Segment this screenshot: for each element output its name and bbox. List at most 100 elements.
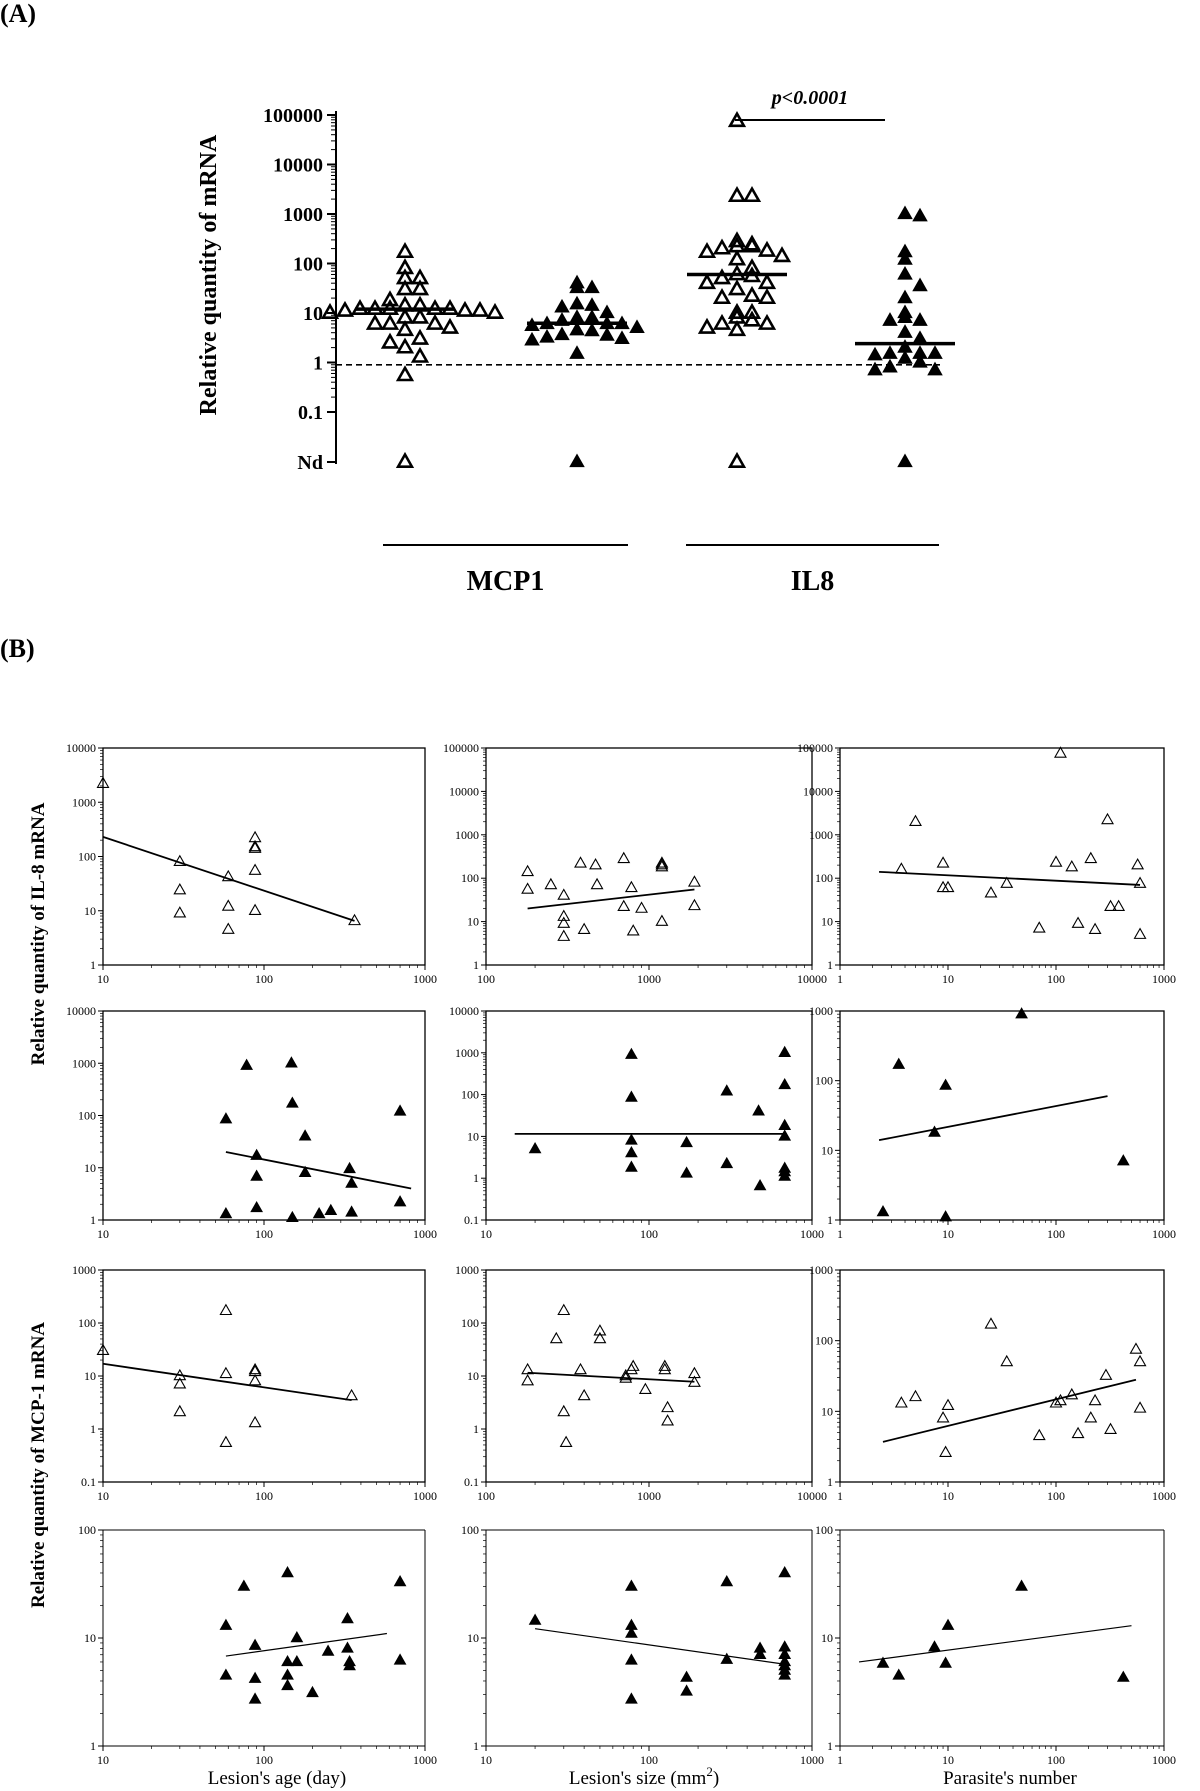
subplot-point	[655, 914, 669, 926]
panel-a-point	[569, 295, 585, 310]
subplot-y-tick-label: 100	[461, 871, 479, 885]
subplot-y-tick-label: 10	[821, 1631, 833, 1645]
subplot-point	[343, 1161, 356, 1174]
panel-a-point	[539, 328, 555, 343]
subplot-point	[1133, 927, 1147, 939]
subplot-x-tick-label: 100	[477, 972, 495, 986]
panel-a-point	[912, 312, 928, 326]
panel-a-point	[410, 307, 430, 324]
panel-a-point	[742, 236, 762, 253]
subplot-point	[1088, 922, 1102, 934]
subplot-point	[521, 882, 535, 894]
panel-a-y-tick-label: 100000	[263, 105, 323, 127]
panel-a-point	[569, 321, 585, 336]
subplot-point	[1084, 851, 1098, 864]
subplot-point	[221, 899, 235, 911]
panel-b-subplot-3: 1 10 100 1000 10000 100000 1 10 100 1000	[797, 741, 1176, 986]
panel-a-y-tick-label: 10000	[273, 155, 323, 177]
subplot-point	[778, 1668, 792, 1680]
subplot-y-tick-label: 100	[815, 871, 833, 885]
subplot-point	[661, 1414, 675, 1426]
subplot-point	[1104, 1422, 1118, 1434]
subplot-point	[720, 1574, 734, 1587]
subplot-point	[557, 1404, 571, 1417]
subplot-point	[1015, 1579, 1028, 1591]
panel-a-point	[697, 273, 717, 290]
panel-a-point	[335, 300, 355, 317]
subplot-point	[312, 1207, 326, 1219]
subplot-point	[658, 1359, 672, 1371]
subplot-point	[281, 1565, 294, 1578]
subplot-fit-line	[858, 1625, 1132, 1663]
subplot-y-tick-label: 10	[467, 1369, 479, 1383]
subplot-y-tick-label: 100	[461, 1088, 479, 1102]
subplot-point	[1116, 1154, 1130, 1166]
panel-a-y-tick-label: 100	[293, 254, 323, 276]
subplot-point	[341, 1611, 354, 1624]
subplot-point	[559, 1435, 573, 1448]
xlabel-age: Lesion's age (day)	[208, 1768, 346, 1789]
panel-a-point	[882, 358, 898, 373]
subplot-point	[625, 1133, 638, 1145]
panel-a-point	[320, 302, 340, 319]
subplot-point	[909, 1389, 922, 1402]
subplot-x-tick-label: 1	[837, 1227, 843, 1241]
subplot-point	[1104, 899, 1118, 912]
subplot-x-tick-label: 100	[1047, 1489, 1065, 1503]
subplot-x-tick-label: 1000	[800, 1753, 824, 1767]
panel-a-point	[410, 279, 430, 296]
subplot-y-tick-label: 100	[815, 1334, 833, 1348]
panel-a-nd-point	[569, 453, 585, 468]
panel-b-subplot-9: 1 10 100 1000 1 10 100 1000	[809, 1263, 1176, 1503]
subplot-y-tick-label: 10000	[449, 784, 479, 798]
subplot-y-tick-label: 10	[467, 1129, 479, 1143]
subplot-point	[753, 1179, 767, 1191]
panel-b-subplot-2: 1 10 100 1000 10000 100000 100 1000 10000	[443, 741, 827, 986]
subplot-frame	[839, 747, 1165, 966]
subplot-x-tick-label: 1000	[637, 1489, 661, 1503]
subplot-point	[939, 1656, 952, 1668]
subplot-point	[655, 858, 669, 870]
subplot-y-tick-label: 1	[473, 1171, 479, 1185]
subplot-y-tick-label: 1	[90, 1213, 96, 1227]
panel-a-point	[727, 249, 747, 266]
panel-a-point	[742, 185, 762, 203]
subplot-point	[173, 1404, 187, 1417]
subplot-point	[248, 1374, 262, 1386]
subplot-x-tick-label: 100	[1047, 972, 1065, 986]
panel-a-point	[599, 327, 615, 341]
panel-a-point	[584, 297, 600, 311]
subplot-point	[720, 1084, 734, 1096]
panel-a-point	[772, 246, 792, 263]
subplot-x-tick-label: 100	[255, 1489, 273, 1503]
subplot-x-tick-label: 1000	[1152, 972, 1176, 986]
subplot-point	[298, 1165, 312, 1178]
subplot-y-tick-label: 1	[827, 1739, 833, 1753]
subplot-x-tick-label: 10	[942, 1227, 954, 1241]
subplot-point	[285, 1056, 298, 1068]
xlabel-size-sup: 2	[706, 1764, 713, 1779]
subplot-y-tick-label: 1	[90, 958, 96, 972]
subplot-point	[984, 1317, 998, 1329]
panel-a-point	[614, 330, 630, 345]
subplot-x-tick-label: 1000	[1152, 1489, 1176, 1503]
subplot-y-tick-label: 10	[467, 1631, 479, 1645]
subplot-x-tick-label: 10000	[797, 1489, 827, 1503]
subplot-point	[1133, 1354, 1147, 1367]
subplot-point	[753, 1647, 767, 1659]
subplot-y-tick-label: 1	[473, 958, 479, 972]
subplot-fit-line	[527, 888, 695, 910]
panel-a-point	[897, 205, 913, 220]
panel-a-point	[569, 309, 585, 323]
xlabel-size-end: )	[713, 1768, 719, 1789]
panel-a-point	[912, 207, 928, 222]
panel-a-nd-point	[395, 451, 415, 468]
subplot-y-tick-label: 1000	[809, 1263, 833, 1277]
subplot-point	[626, 1359, 640, 1371]
panel-b-subplot-5: 0.1 1 10 100 1000 10000 10 100 1000	[449, 1004, 824, 1241]
subplot-y-tick-label: 10	[821, 1404, 833, 1418]
subplot-x-tick-label: 100	[1047, 1753, 1065, 1767]
subplot-point	[173, 854, 187, 867]
xlabel-parasite: Parasite's number	[943, 1768, 1077, 1789]
